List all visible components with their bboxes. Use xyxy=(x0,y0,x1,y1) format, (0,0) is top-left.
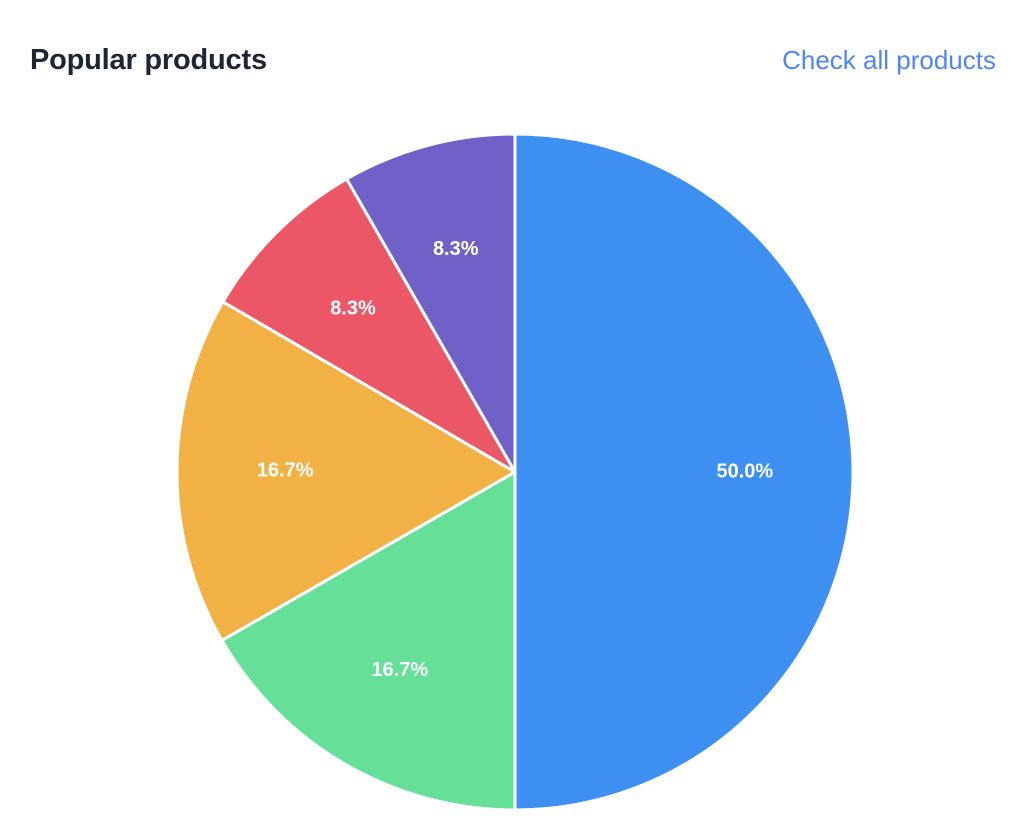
pie-slice-16-7-2[interactable] xyxy=(220,470,517,812)
pie-data-label-3: 16.7% xyxy=(257,460,314,482)
card-header: Popular products Check all products xyxy=(30,38,996,82)
pie-data-label-1: 50.0% xyxy=(716,460,773,482)
pie-slice-16-7-3[interactable] xyxy=(175,300,517,642)
pie-data-label-2: 16.7% xyxy=(372,659,429,681)
pie-data-labels: 50.0% 16.7% 16.7% 8.3% 8.3% xyxy=(257,238,774,681)
pie-data-label-4: 8.3% xyxy=(330,297,376,319)
pie-slice-8-3-5[interactable] xyxy=(345,132,517,474)
pie-data-label-5: 8.3% xyxy=(433,238,479,260)
check-all-products-link[interactable]: Check all products xyxy=(782,44,996,75)
pie-slices xyxy=(175,132,855,812)
pie-slice-50-0-1[interactable] xyxy=(513,132,855,812)
pie-slice-8-3-4[interactable] xyxy=(221,177,517,474)
card-title: Popular products xyxy=(30,43,267,76)
